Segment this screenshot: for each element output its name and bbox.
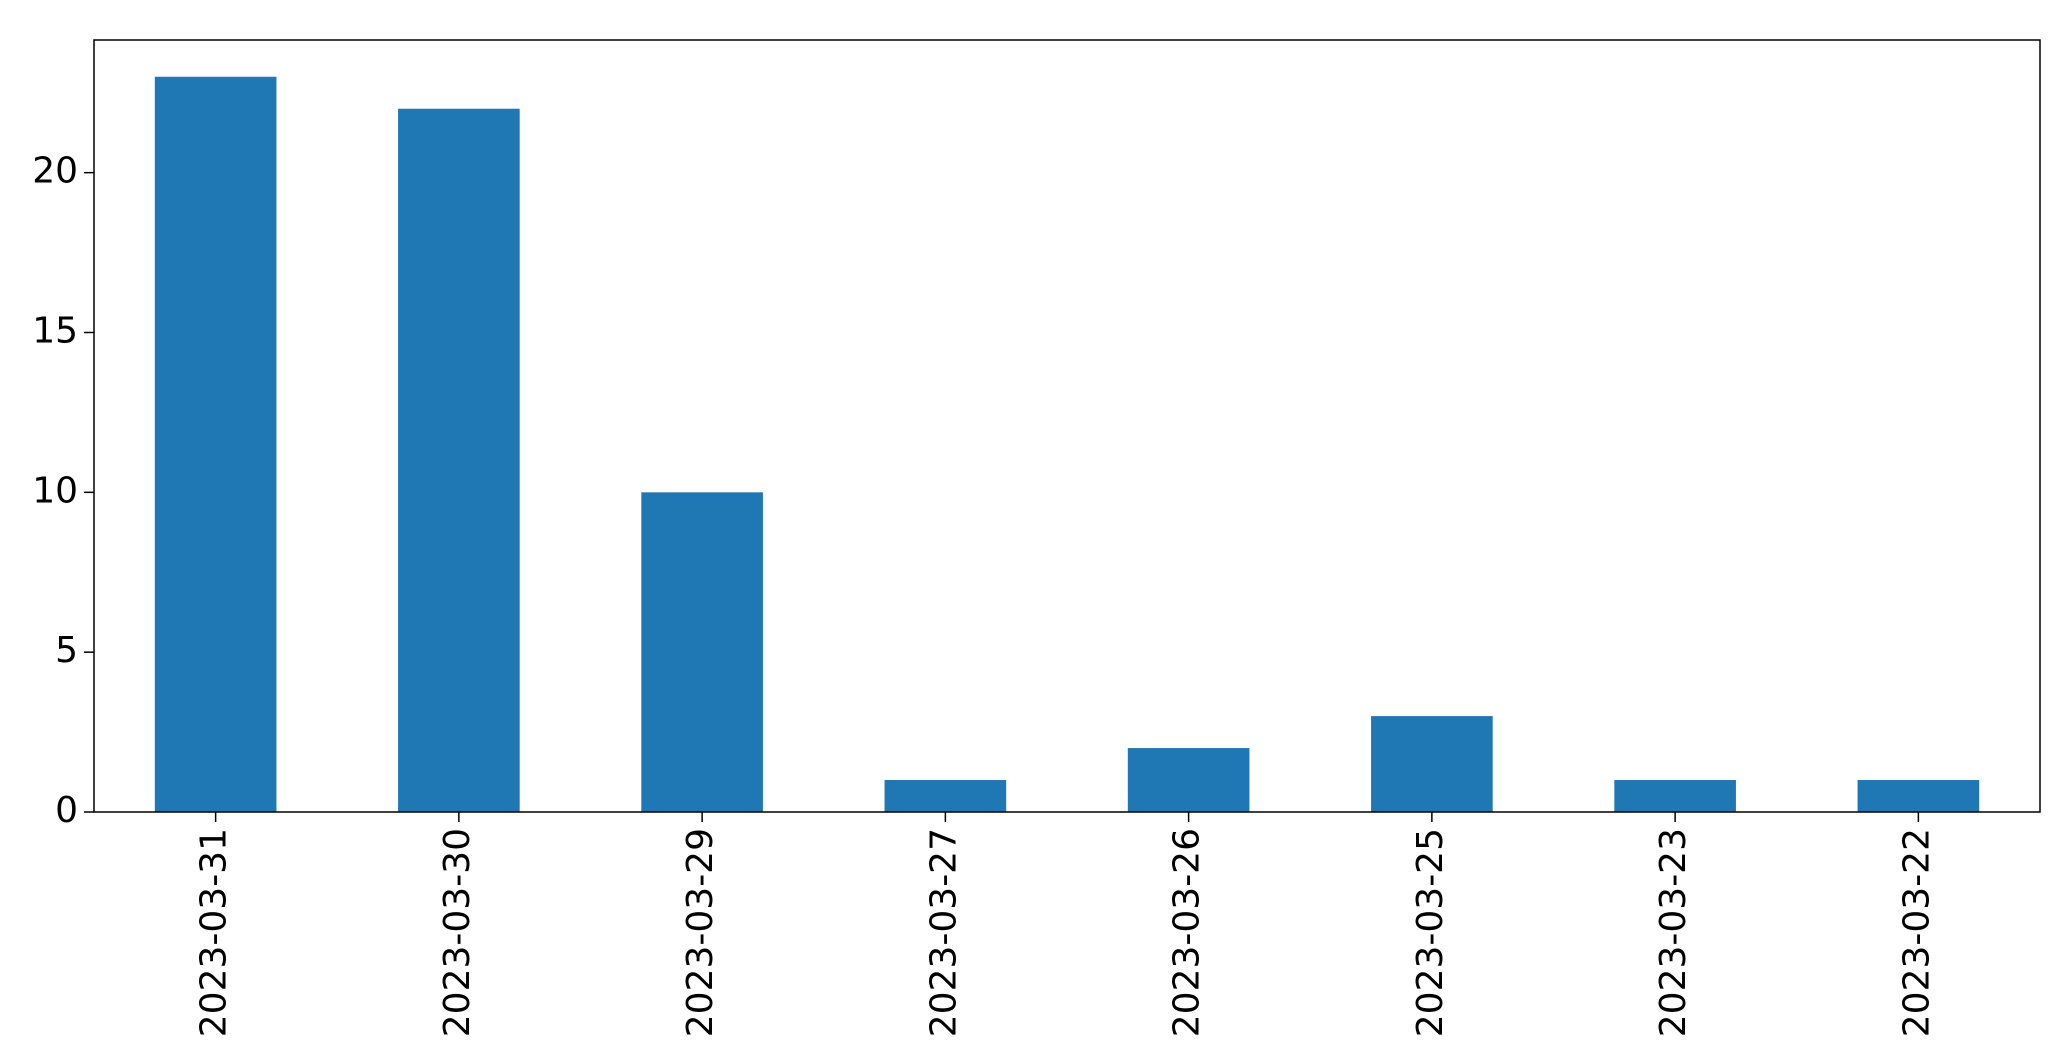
x-tick-label: 2023-03-29 bbox=[680, 828, 721, 1037]
x-tick-label: 2023-03-27 bbox=[923, 828, 964, 1037]
x-tick-label: 2023-03-22 bbox=[1896, 828, 1937, 1037]
bar-2023-03-29 bbox=[641, 492, 763, 812]
x-tick-label: 2023-03-23 bbox=[1653, 828, 1694, 1037]
y-tick-label: 15 bbox=[32, 310, 78, 351]
plot-frame bbox=[93, 39, 2041, 813]
bar-2023-03-31 bbox=[154, 76, 277, 812]
bar-2023-03-23 bbox=[1614, 780, 1736, 812]
x-tick-label: 2023-03-26 bbox=[1167, 828, 1208, 1037]
x-tick-label: 2023-03-25 bbox=[1410, 828, 1451, 1037]
y-tick-label: 5 bbox=[55, 630, 78, 671]
bar-2023-03-27 bbox=[884, 780, 1007, 812]
bar-2023-03-22 bbox=[1857, 780, 1980, 812]
bars-layer bbox=[154, 76, 1980, 813]
x-axis: 2023-03-31 2023-03-30 2023-03-29 2023-03-27… bbox=[194, 812, 1937, 1037]
y-tick-label: 10 bbox=[32, 470, 78, 511]
bar-2023-03-26 bbox=[1127, 748, 1250, 812]
x-tick-label: 2023-03-30 bbox=[437, 828, 478, 1037]
x-tick-label: 2023-03-31 bbox=[194, 828, 235, 1037]
bar-2023-03-30 bbox=[398, 108, 520, 813]
bar-2023-03-25 bbox=[1371, 716, 1493, 812]
y-axis: 0 5 10 15 20 bbox=[32, 151, 94, 831]
y-tick-label: 0 bbox=[55, 790, 78, 831]
y-tick-label: 20 bbox=[32, 151, 78, 192]
